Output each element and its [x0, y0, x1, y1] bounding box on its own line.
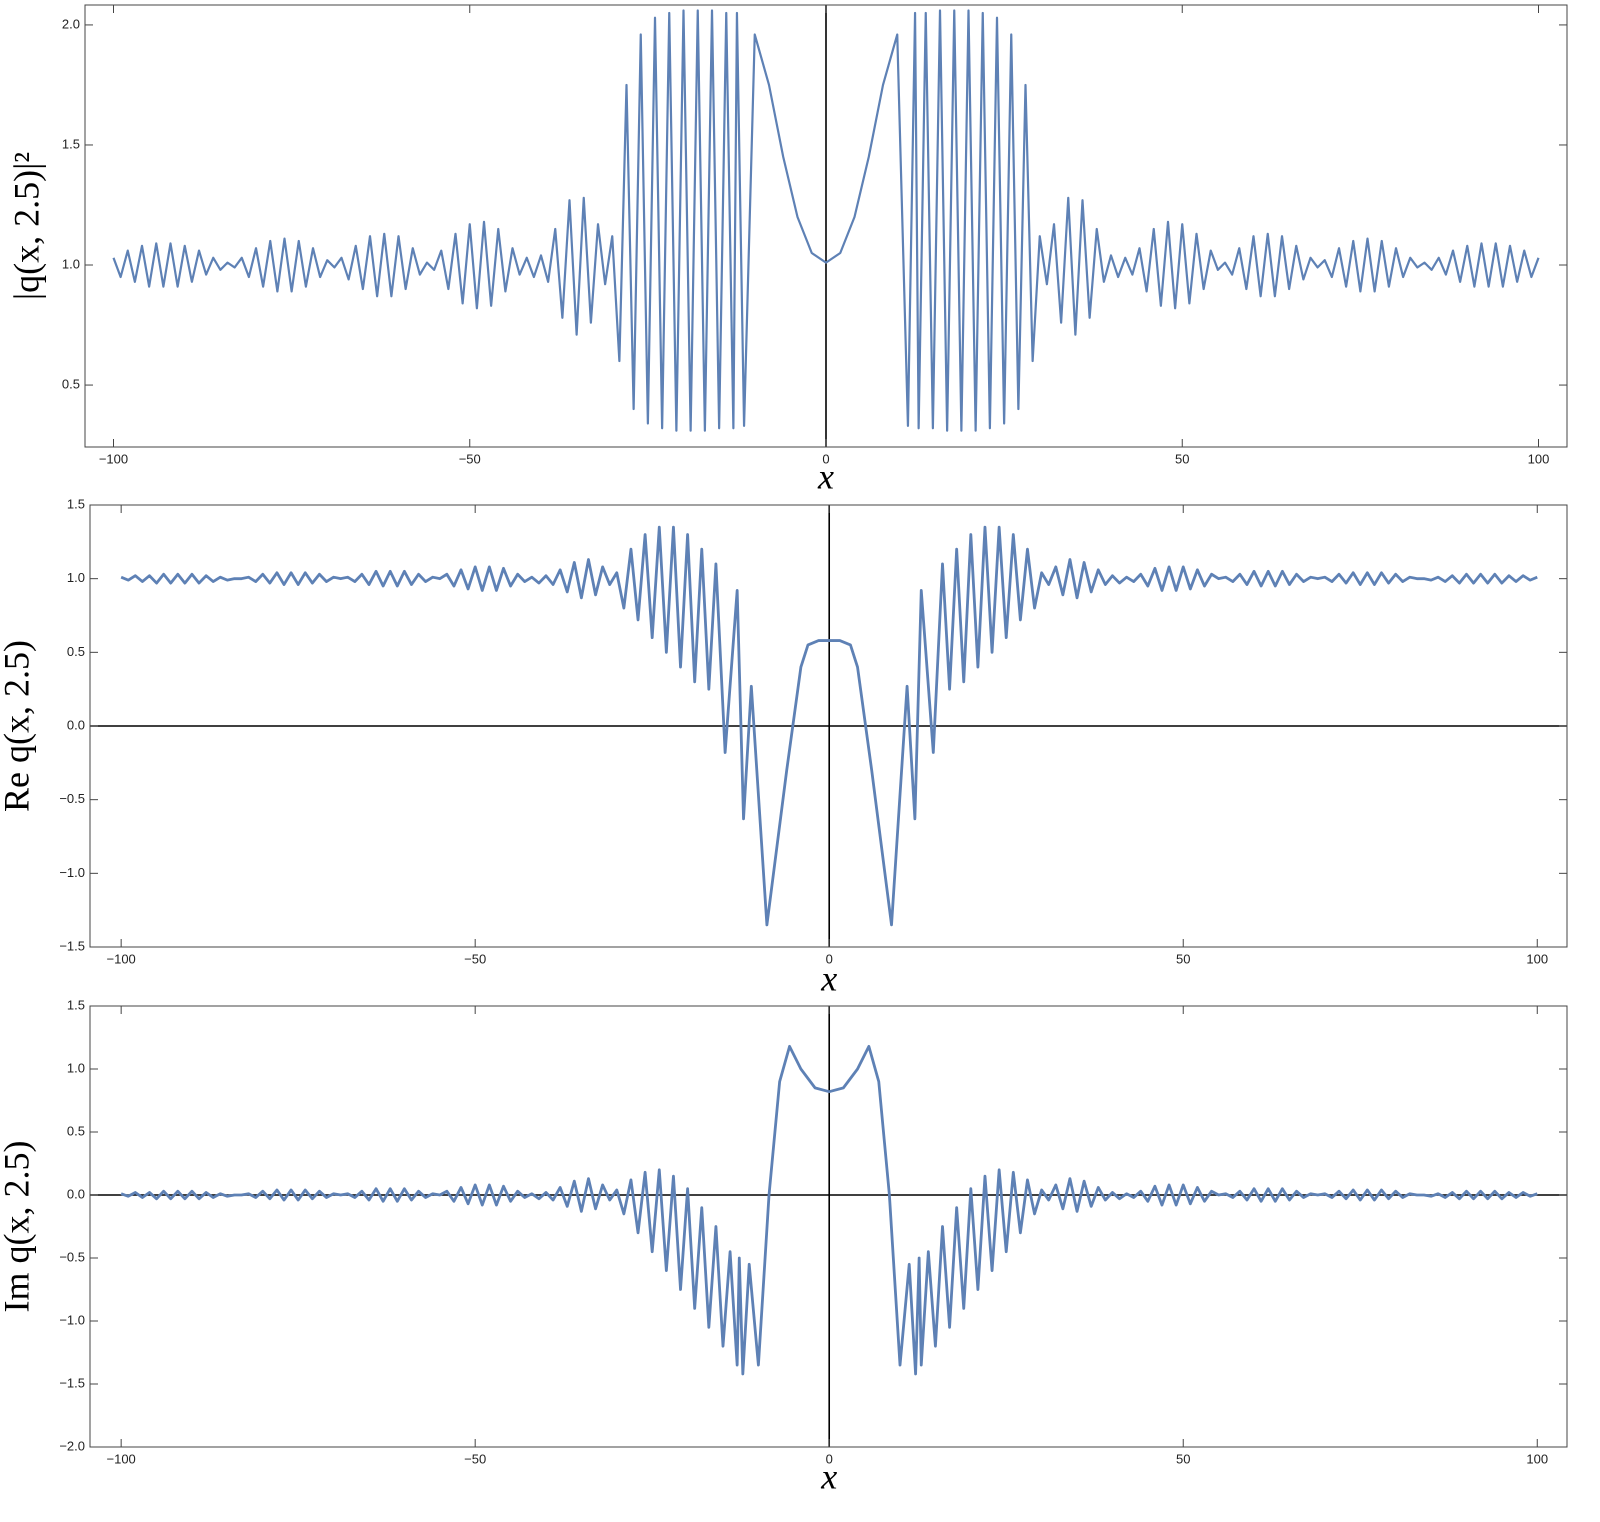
y-tick-label: 1.0 [67, 570, 85, 585]
x-tick-label: −100 [107, 1451, 136, 1466]
y-axis-title: Im q(x, 2.5) [0, 1141, 36, 1313]
x-tick-label: 50 [1176, 1451, 1190, 1466]
x-tick-label: 0 [826, 951, 833, 966]
y-tick-label: 0.5 [67, 644, 85, 659]
panel: −100 −50 0 50 100 0.5 1.0 1.5 2.0 x |q(x, 2.5)|² [6, 4, 1568, 496]
x-tick-label: 0 [826, 1451, 833, 1466]
y-tick-label: 2.0 [62, 16, 80, 31]
y-tick-label: 1.0 [62, 256, 80, 271]
y-tick-label: −1.0 [59, 865, 85, 880]
x-axis-title: x [817, 456, 834, 496]
y-tick-label: 1.5 [67, 496, 85, 511]
x-tick-label: −50 [464, 1451, 486, 1466]
x-tick-label: −100 [107, 951, 136, 966]
y-tick-label: 0.5 [62, 376, 80, 391]
x-tick-label: 100 [1526, 951, 1548, 966]
plot-area [112, 9, 1540, 432]
y-tick-label: −0.5 [59, 791, 85, 806]
panel: −100 −50 0 50 100 −1.5 −1.0 −0.5 0.0 0.5 1.0 1.5 x Re… [0, 496, 1568, 998]
y-tick-label: 0.0 [67, 1186, 85, 1201]
data-line [112, 9, 1540, 432]
x-axis-title: x [820, 958, 837, 998]
x-axis-title: x [820, 1456, 837, 1496]
y-tick-label: −1.0 [59, 1312, 85, 1327]
y-axis-title: Re q(x, 2.5) [0, 640, 36, 812]
plot-frame [84, 4, 1568, 448]
x-tick-label: 100 [1528, 451, 1550, 466]
x-tick-label: −50 [464, 951, 486, 966]
x-tick-label: 100 [1526, 1451, 1548, 1466]
x-tick-label: −100 [99, 451, 128, 466]
panel: −100 −50 0 50 100 −2.0 −1.5 −1.0 −0.5 0.0 0.5 1.0 1.… [0, 997, 1568, 1496]
x-tick-label: 50 [1175, 451, 1189, 466]
data-line [120, 1044, 1538, 1376]
plot-frame [89, 504, 1568, 948]
plot-area [120, 1044, 1538, 1376]
x-tick-label: 0 [822, 451, 829, 466]
x-tick-label: −50 [459, 451, 481, 466]
plot-area [120, 525, 1538, 927]
y-tick-label: −0.5 [59, 1249, 85, 1264]
data-line [120, 525, 1538, 927]
y-tick-label: 1.5 [62, 136, 80, 151]
y-tick-label: 0.5 [67, 1123, 85, 1138]
y-tick-label: 0.0 [67, 717, 85, 732]
x-tick-label: 50 [1176, 951, 1190, 966]
y-axis-title: |q(x, 2.5)|² [6, 152, 46, 300]
y-tick-label: −1.5 [59, 938, 85, 953]
y-tick-label: −1.5 [59, 1375, 85, 1390]
plot-frame [89, 1005, 1568, 1448]
y-tick-label: 1.0 [67, 1060, 85, 1075]
y-tick-label: 1.5 [67, 997, 85, 1012]
y-tick-label: −2.0 [59, 1438, 85, 1453]
